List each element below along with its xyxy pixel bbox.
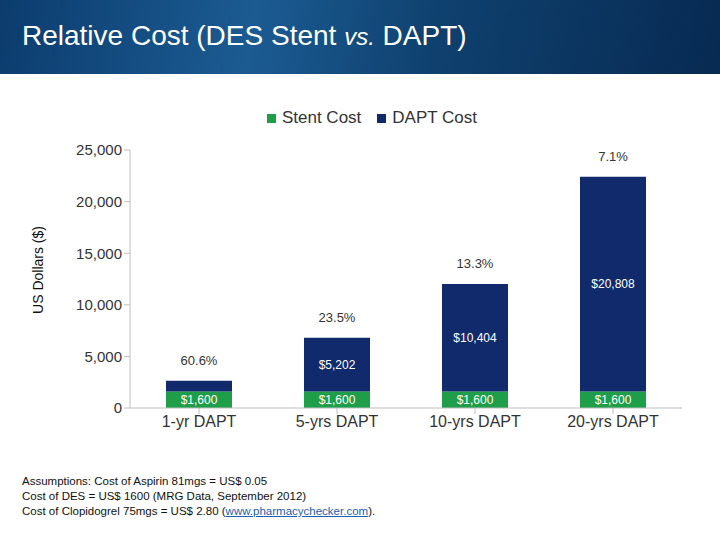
html-text:Cost of Clopidogrel 75mgs = US: Cost of Clopidogrel 75mgs = US$ 2.80 (ww… [22, 505, 376, 517]
svg-text:$10,404: $10,404 [453, 331, 497, 345]
svg-text:$5,202: $5,202 [319, 358, 356, 372]
svg-text:5,000: 5,000 [84, 348, 122, 365]
svg-text:20-yrs DAPT: 20-yrs DAPT [567, 413, 659, 430]
svg-text:$1,600: $1,600 [595, 393, 632, 407]
svg-text:1-yr DAPT: 1-yr DAPT [162, 413, 237, 430]
svg-text:$1,600: $1,600 [181, 393, 218, 407]
html-text:Stent Cost: Stent Cost [282, 108, 362, 127]
svg-text:15,000: 15,000 [76, 245, 122, 262]
svg-text:$20,808: $20,808 [591, 277, 635, 291]
html-text:US Dollars ($): US Dollars ($) [30, 226, 46, 314]
svg-text:20,000: 20,000 [76, 193, 122, 210]
svg-text:25,000: 25,000 [76, 141, 122, 158]
html-text:DAPT Cost: DAPT Cost [392, 108, 477, 127]
svg-text:23.5%: 23.5% [319, 310, 356, 325]
svg-text:60.6%: 60.6% [181, 353, 218, 368]
svg-text:5-yrs DAPT: 5-yrs DAPT [296, 413, 379, 430]
svg-text:10-yrs DAPT: 10-yrs DAPT [429, 413, 521, 430]
svg-text:0: 0 [114, 399, 122, 416]
html-text:Relative Cost (DES Stent vs. D: Relative Cost (DES Stent vs. DAPT) [22, 20, 467, 51]
svg-text:$1,600: $1,600 [457, 393, 494, 407]
html-text:Assumptions: Cost of Aspirin 8: Assumptions: Cost of Aspirin 81mgs = US$… [22, 475, 268, 487]
svg-text:13.3%: 13.3% [457, 256, 494, 271]
svg-text:$1,600: $1,600 [319, 393, 356, 407]
html-text:Cost of DES = US$ 1600 (MRG Da: Cost of DES = US$ 1600 (MRG Data, Septem… [22, 490, 307, 502]
svg-text:7.1%: 7.1% [598, 149, 628, 164]
svg-text:10,000: 10,000 [76, 296, 122, 313]
